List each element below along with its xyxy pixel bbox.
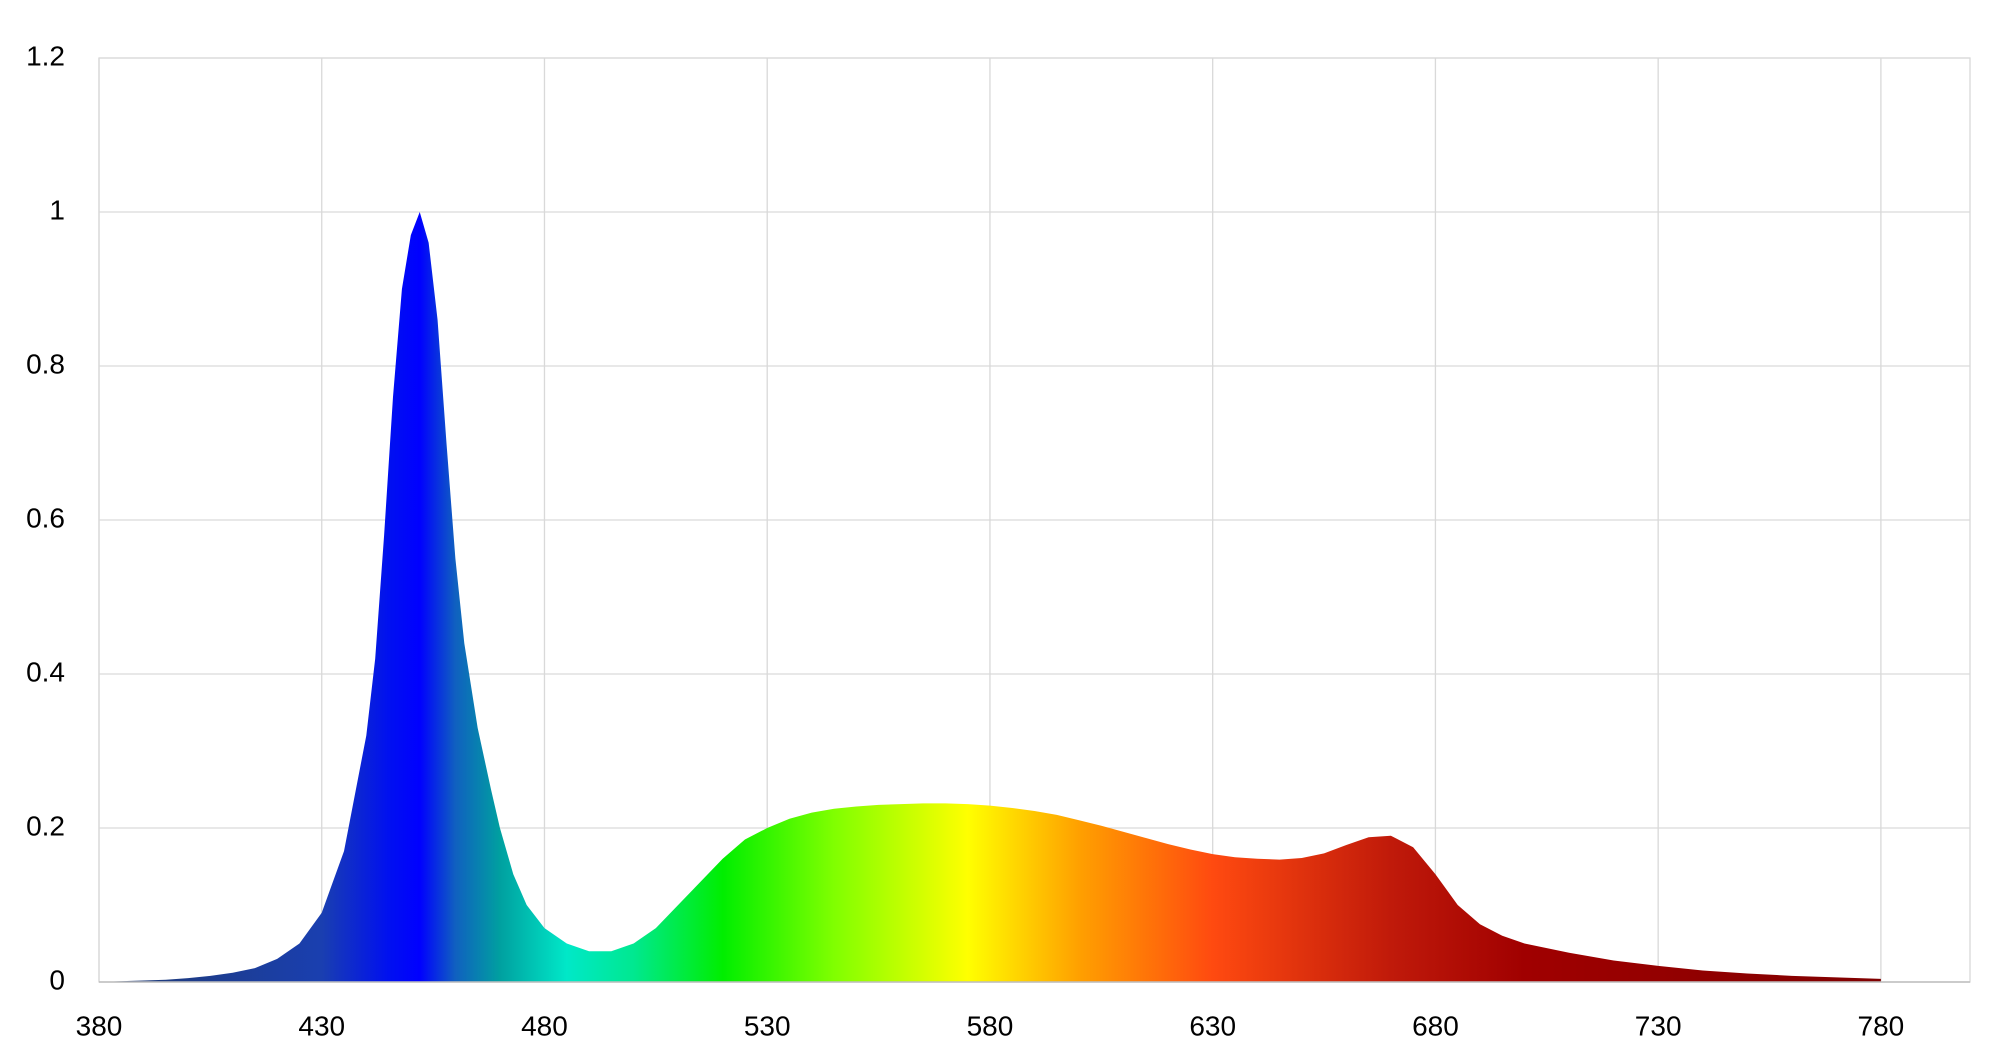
y-tick-label: 0.6 [26, 502, 65, 533]
x-tick-label: 480 [521, 1010, 568, 1041]
x-tick-label: 630 [1189, 1010, 1236, 1041]
x-tick-label: 730 [1635, 1010, 1682, 1041]
spectrum-area [99, 212, 1881, 982]
y-tick-label: 1.2 [26, 40, 65, 71]
y-tick-label: 1 [49, 194, 65, 225]
x-tick-label: 680 [1412, 1010, 1459, 1041]
y-tick-label: 0.4 [26, 656, 65, 687]
x-tick-label: 580 [967, 1010, 1014, 1041]
x-tick-label: 380 [76, 1010, 123, 1041]
y-tick-label: 0.8 [26, 348, 65, 379]
x-tick-label: 530 [744, 1010, 791, 1041]
x-tick-label: 430 [298, 1010, 345, 1041]
y-tick-label: 0.2 [26, 810, 65, 841]
y-tick-label: 0 [49, 964, 65, 995]
x-tick-label: 780 [1858, 1010, 1905, 1041]
